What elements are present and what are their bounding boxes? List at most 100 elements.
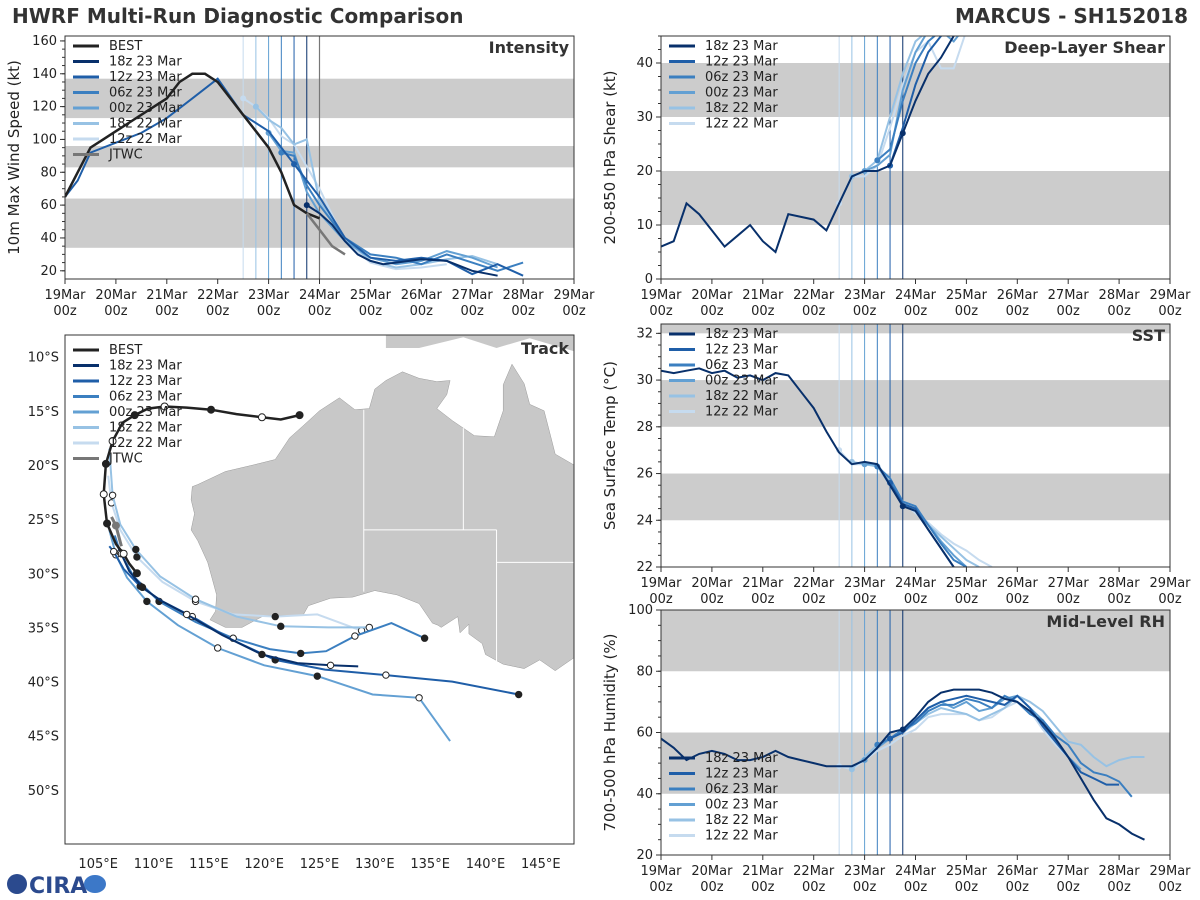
intensity-ytick-label-7: 160 [32,34,57,49]
intensity-legend-label-7: JTWC [108,148,143,163]
rh-xtick-hr-9: 00z [1107,880,1131,895]
jtwc-track-point [111,521,120,530]
sst-ytick-label-1: 24 [636,513,653,528]
rh-series-line-1 [889,694,1120,786]
intensity-xtick-hr-1: 00z [104,304,128,319]
intensity-xtick-day-8: 27Mar [452,288,494,303]
track-point-0 [138,583,147,592]
shear-xtick-hr-8: 00z [1057,304,1081,319]
track-legend-label-7: JTWC [108,452,143,467]
intensity-xtick-day-7: 26Mar [401,288,443,303]
shear-xtick-day-0: 19Mar [640,288,682,303]
sst-legend-label-1: 12z 23 Mar [705,343,778,358]
track-ytick-label-4: 30°S [28,567,59,582]
sst-xtick-hr-5: 00z [904,592,928,607]
track-point-4 [132,545,140,554]
rh-series-marker-0 [899,726,906,733]
intensity-legend-label-6: 12z 22 Mar [109,132,182,147]
intensity-ytick-label-6: 140 [32,67,57,82]
track-xtick-label-2: 115°E [189,857,229,872]
shear-legend-label-5: 12z 22 Mar [705,117,778,132]
track-ytick-label-7: 45°S [28,730,59,745]
track-legend-label-5: 18z 22 Mar [109,421,182,436]
shear-xtick-day-9: 28Mar [1099,288,1141,303]
shear-ytick-label-4: 40 [636,56,653,71]
intensity-legend-label-5: 18z 22 Mar [109,117,182,132]
track-xtick-label-4: 125°E [300,857,340,872]
shear-ytick-label-3: 30 [636,110,653,125]
track-legend-label-3: 06z 23 Mar [109,390,182,405]
shear-series-marker-2 [874,157,881,164]
sst-xtick-day-0: 19Mar [640,576,682,591]
track-frame [64,334,575,845]
storm-name: MARCUS - SH152018 [955,4,1188,28]
rh-xtick-hr-0: 00z [649,880,673,895]
sst-legend-label-2: 06z 23 Mar [705,358,778,373]
sst-legend-label-4: 18z 22 Mar [705,389,778,404]
intensity-xtick-hr-7: 00z [410,304,434,319]
track-point-0 [258,650,266,659]
intensity-series-marker-1 [291,161,298,168]
intensity-xtick-day-6: 25Mar [350,288,392,303]
best-track-point [103,519,112,528]
track-ytick-label-3: 25°S [28,513,59,528]
best-track-point [130,411,139,420]
track-point-3 [415,694,423,702]
rh-xtick-day-0: 19Mar [640,864,682,879]
satellite-icon [84,875,106,893]
shear-series-marker-0 [899,130,906,137]
rh-ytick-label-2: 60 [636,726,653,741]
best-track-point [119,549,128,558]
track-xtick-label-7: 140°E [466,857,506,872]
intensity-xtick-hr-8: 00z [461,304,485,319]
sst-xtick-hr-8: 00z [1057,592,1081,607]
rh-xtick-day-7: 26Mar [997,864,1039,879]
shear-band-0 [661,171,1170,225]
shear-series-line-2 [876,36,937,161]
best-track-point [101,459,110,468]
sst-xtick-day-7: 26Mar [997,576,1039,591]
rh-xtick-hr-7: 00z [1006,880,1030,895]
intensity-series-line-2 [281,151,524,272]
sst-legend-label-5: 12z 22 Mar [705,405,778,420]
sst-legend-label-3: 00z 23 Mar [705,374,778,389]
shear-ytick-label-0: 0 [645,272,653,287]
rh-legend-label-1: 12z 23 Mar [705,767,778,782]
rh-legend-label-2: 06z 23 Mar [705,782,778,797]
intensity-legend-label-2: 12z 23 Mar [109,70,182,85]
shear-xtick-hr-5: 00z [904,304,928,319]
rh-legend-label-3: 00z 23 Mar [705,798,778,813]
best-track-point [160,402,169,411]
shear-series-line-5 [838,36,966,204]
rh-xtick-hr-6: 00z [955,880,979,895]
rh-xtick-hr-1: 00z [700,880,724,895]
shear-xtick-day-6: 25Mar [946,288,988,303]
intensity-xtick-day-9: 28Mar [503,288,545,303]
rh-ytick-label-3: 80 [636,664,653,679]
shear-xtick-hr-0: 00z [649,304,673,319]
track-ytick-label-2: 20°S [28,459,59,474]
intensity-series-line-0 [306,204,498,277]
shear-xtick-day-10: 29Mar [1149,288,1191,303]
shear-xtick-day-5: 24Mar [895,288,937,303]
shear-xtick-hr-10: 00z [1158,304,1182,319]
rh-title: Mid-Level RH [1046,612,1165,631]
track-point-2 [420,634,429,642]
intensity-xtick-hr-9: 00z [511,304,535,319]
intensity-ylabel: 10m Max Wind Speed (kt) [5,60,23,255]
intensity-legend-label-3: 06z 23 Mar [109,86,182,101]
intensity-legend-label-0: BEST [109,39,142,54]
intensity-xtick-hr-3: 00z [206,304,230,319]
rh-xtick-hr-3: 00z [802,880,826,895]
intensity-series-marker-4 [252,103,259,110]
rh-series-marker-1 [887,735,894,742]
intensity-xtick-day-2: 21Mar [146,288,188,303]
track-title: Track [521,339,569,358]
shear-legend-label-2: 06z 23 Mar [705,70,778,85]
sst-xtick-hr-9: 00z [1107,592,1131,607]
track-point-0 [183,610,191,619]
intensity-ytick-label-1: 40 [40,231,57,246]
track-legend-label-6: 12z 22 Mar [109,436,182,451]
rh-xtick-hr-5: 00z [904,880,928,895]
